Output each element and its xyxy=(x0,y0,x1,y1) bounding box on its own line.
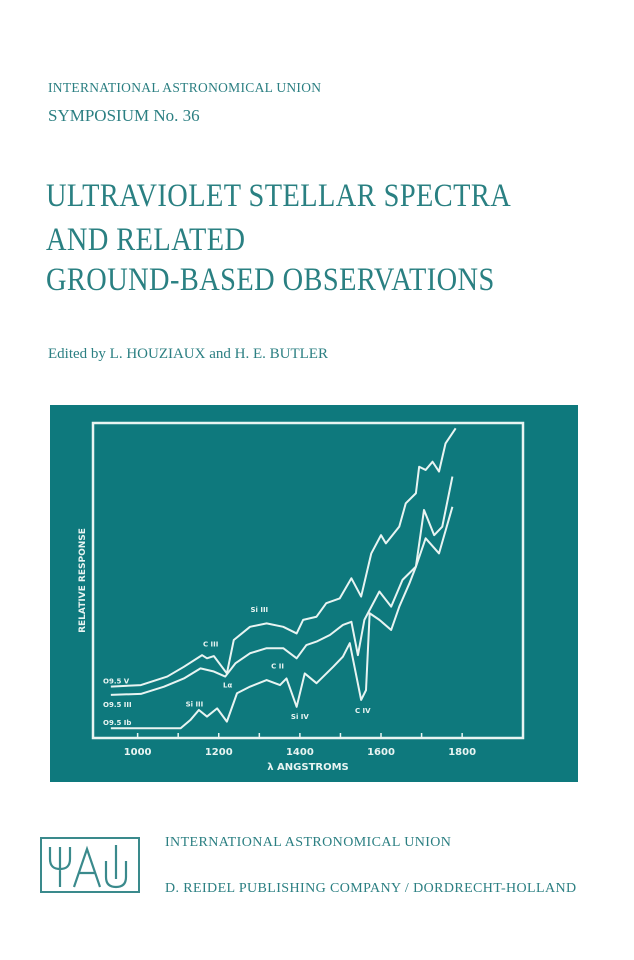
x-tick-label: 1800 xyxy=(448,747,476,758)
symposium-number: SYMPOSIUM No. 36 xyxy=(48,106,200,125)
line-annotation: C III xyxy=(203,641,218,649)
line-annotation: Si IV xyxy=(291,713,309,721)
x-tick-label: 1200 xyxy=(205,747,233,758)
plot-frame xyxy=(91,421,525,740)
publisher-organization: INTERNATIONAL ASTRONOMICAL UNION xyxy=(165,835,452,850)
series-label: O9.5 V xyxy=(103,678,130,686)
series-label: O9.5 III xyxy=(103,701,132,709)
spectra-chart: 1000 1200 1400 1600 1800 λ ANGSTROMS RELATIVE … xyxy=(78,421,525,773)
x-tick-label: 1000 xyxy=(124,747,152,758)
editors: Edited by L. HOUZIAUX and H. E. BUTLER xyxy=(48,346,328,362)
line-annotation: C IV xyxy=(355,707,371,715)
title-line-2: AND RELATED xyxy=(46,222,246,258)
line-annotation: Lα xyxy=(223,682,232,690)
x-axis-label: λ ANGSTROMS xyxy=(267,762,349,773)
spectra-chart-panel: 1000 1200 1400 1600 1800 λ ANGSTROMS RELATIVE … xyxy=(50,405,578,782)
line-annotation: Si III xyxy=(186,701,204,709)
x-tick-label: 1400 xyxy=(286,747,314,758)
series-name: INTERNATIONAL ASTRONOMICAL UNION xyxy=(48,80,322,95)
x-tick-label: 1600 xyxy=(367,747,395,758)
series-label: O9.5 Ib xyxy=(103,719,131,727)
line-annotation: Si III xyxy=(250,606,268,614)
iau-logo xyxy=(40,837,140,893)
spectrum-line xyxy=(110,427,457,688)
spectrum-line xyxy=(110,476,454,696)
title-line-3: GROUND-BASED OBSERVATIONS xyxy=(46,262,495,298)
y-axis-label: RELATIVE RESPONSE xyxy=(78,528,88,633)
publisher: D. REIDEL PUBLISHING COMPANY / DORDRECHT… xyxy=(165,881,577,896)
title-line-1: ULTRAVIOLET STELLAR SPECTRA xyxy=(46,178,512,214)
spectrum-line xyxy=(110,506,454,730)
line-annotation: C II xyxy=(271,663,284,671)
